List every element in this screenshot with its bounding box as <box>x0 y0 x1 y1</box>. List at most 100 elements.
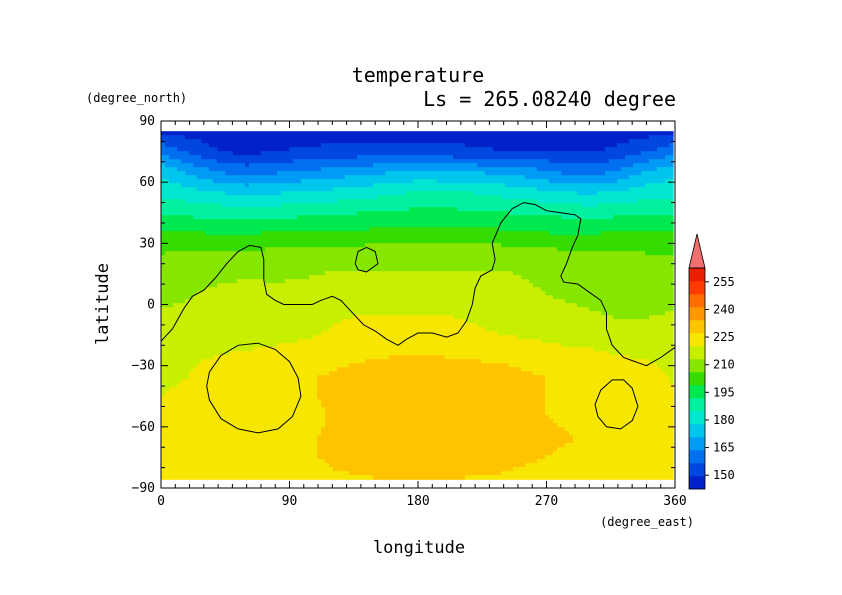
heatmap-cell <box>485 171 490 176</box>
heatmap-cell <box>521 275 526 280</box>
heatmap-cell <box>581 155 586 160</box>
heatmap-cell <box>341 255 346 260</box>
heatmap-cell <box>605 259 610 264</box>
heatmap-cell <box>561 131 566 136</box>
heatmap-cell <box>349 227 354 232</box>
heatmap-cell <box>265 147 270 152</box>
heatmap-cell <box>433 179 438 184</box>
heatmap-cell <box>369 175 374 180</box>
heatmap-cell <box>293 271 298 276</box>
heatmap-cell <box>613 275 618 280</box>
heatmap-cell <box>165 147 170 152</box>
heatmap-cell <box>461 131 466 136</box>
heatmap-cell <box>413 195 418 200</box>
heatmap-cell <box>293 199 298 204</box>
heatmap-cell <box>629 151 634 156</box>
heatmap-cell <box>601 231 606 236</box>
heatmap-cell <box>609 179 614 184</box>
heatmap-cell <box>525 179 530 184</box>
heatmap-cell <box>565 151 570 156</box>
heatmap-cell <box>285 159 290 164</box>
heatmap-cell <box>489 171 494 176</box>
heatmap-cell <box>629 191 634 196</box>
heatmap-cell <box>257 131 262 136</box>
heatmap-cell <box>493 147 498 152</box>
heatmap-cell <box>205 199 210 204</box>
heatmap-cell <box>373 243 378 248</box>
heatmap-cell <box>197 267 202 272</box>
heatmap-cell <box>345 155 350 160</box>
heatmap-cell <box>637 227 642 232</box>
heatmap-cell <box>249 131 254 136</box>
heatmap-cell <box>513 191 518 196</box>
heatmap-cell <box>573 159 578 164</box>
heatmap-cell <box>577 267 582 272</box>
heatmap-cell <box>545 147 550 152</box>
heatmap-cell <box>565 239 570 244</box>
heatmap-cell <box>493 223 498 228</box>
heatmap-cell <box>373 231 378 236</box>
heatmap-cell <box>449 235 454 240</box>
heatmap-cell <box>321 251 326 256</box>
heatmap-cell <box>205 275 210 280</box>
heatmap-cell <box>533 279 538 284</box>
heatmap-cell <box>261 203 266 208</box>
heatmap-cell <box>349 143 354 148</box>
heatmap-cell <box>585 215 590 220</box>
heatmap-cell <box>405 215 410 220</box>
heatmap-cell <box>365 159 370 164</box>
heatmap-cell <box>593 251 598 256</box>
heatmap-cell <box>413 251 418 256</box>
heatmap-cell <box>205 211 210 216</box>
heatmap-cell <box>417 135 422 140</box>
heatmap-cell <box>497 235 502 240</box>
heatmap-cell <box>249 163 254 168</box>
heatmap-cell <box>309 163 314 168</box>
heatmap-cell <box>429 139 434 144</box>
heatmap-cell <box>517 143 522 148</box>
heatmap-cell <box>193 259 198 264</box>
heatmap-cell <box>257 191 262 196</box>
heatmap-cell <box>301 211 306 216</box>
heatmap-cell <box>461 139 466 144</box>
heatmap-cell <box>297 219 302 224</box>
heatmap-cell <box>545 203 550 208</box>
heatmap-cell <box>265 283 270 288</box>
heatmap-cell <box>245 231 250 236</box>
heatmap-cell <box>509 255 514 260</box>
heatmap-cell <box>577 155 582 160</box>
heatmap-cell <box>309 271 314 276</box>
heatmap-cell <box>441 255 446 260</box>
heatmap-cell <box>597 223 602 228</box>
heatmap-cell <box>161 131 166 136</box>
heatmap-cell <box>245 275 250 280</box>
heatmap-cell <box>297 135 302 140</box>
heatmap-cell <box>309 167 314 172</box>
heatmap-cell <box>449 215 454 220</box>
heatmap-cell <box>193 267 198 272</box>
heatmap-cell <box>465 195 470 200</box>
heatmap-cell <box>469 251 474 256</box>
heatmap-cell <box>229 139 234 144</box>
heatmap-cell <box>329 219 334 224</box>
heatmap-cell <box>225 147 230 152</box>
heatmap-cell <box>377 159 382 164</box>
heatmap-cell <box>485 207 490 212</box>
heatmap-cell <box>501 191 506 196</box>
heatmap-cell <box>193 275 198 280</box>
heatmap-cell <box>361 243 366 248</box>
heatmap-cell <box>657 267 662 272</box>
heatmap-cell <box>605 139 610 144</box>
heatmap-cell <box>325 215 330 220</box>
heatmap-cell <box>269 275 274 280</box>
heatmap-cell <box>269 183 274 188</box>
heatmap-cell <box>281 243 286 248</box>
heatmap-cell <box>229 171 234 176</box>
heatmap-cell <box>557 179 562 184</box>
heatmap-cell <box>501 143 506 148</box>
heatmap-cell <box>505 271 510 276</box>
heatmap-cell <box>285 167 290 172</box>
heatmap-cell <box>381 143 386 148</box>
heatmap-cell <box>445 259 450 264</box>
heatmap-cell <box>429 203 434 208</box>
